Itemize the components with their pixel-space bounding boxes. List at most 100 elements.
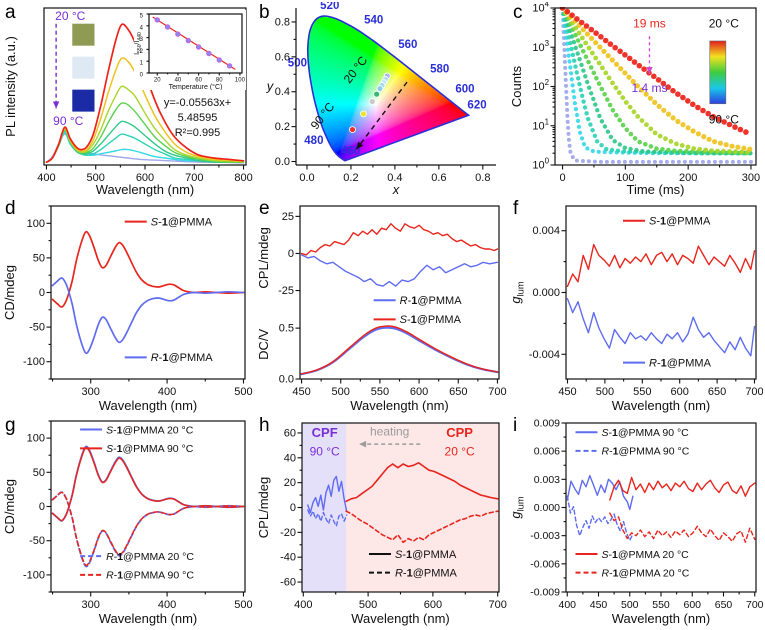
svg-text:20 °C: 20 °C (709, 17, 739, 31)
svg-text:100: 100 (27, 218, 45, 230)
svg-text:300: 300 (82, 386, 100, 398)
axis-labels: Wavelength (nm) CPL/mdeg DC/V (256, 227, 449, 413)
panel-letter-f: f (513, 198, 519, 219)
panel-letter-i: i (513, 415, 518, 436)
svg-text:2: 2 (140, 49, 144, 55)
svg-text:700: 700 (746, 599, 763, 611)
svg-text:CPF: CPF (312, 425, 338, 440)
svg-text:R-1@PMMA 20 °C: R-1@PMMA 20 °C (602, 567, 690, 579)
tick-labels: 400 500 600 700 -60 -40 -20 0 20 40 60 (280, 427, 507, 611)
series (307, 462, 499, 544)
svg-text:glum: glum (510, 281, 526, 304)
svg-text:glum: glum (510, 496, 526, 519)
svg-text:400: 400 (158, 386, 176, 398)
panel-letter-h: h (259, 415, 270, 436)
svg-text:5.48595: 5.48595 (178, 112, 218, 124)
tick-labels: 20 40 60 80 100 0 1 2 3 4 5 (140, 14, 246, 84)
svg-text:700: 700 (745, 386, 763, 398)
svg-text:DC/V: DC/V (256, 329, 271, 360)
annotations: 20 °C 90 °C y=-0.05563x+ 5.48595 R²=0.995 (52, 9, 231, 139)
svg-text:-60: -60 (280, 577, 296, 589)
svg-text:0.006: 0.006 (534, 446, 560, 458)
svg-text:1: 1 (140, 61, 144, 67)
wavelength-labels: 520 540 560 580 600 620 500 480 460 (288, 2, 487, 158)
svg-text:CPL/mdeg: CPL/mdeg (256, 227, 271, 288)
ticks (291, 21, 484, 170)
svg-text:Wavelength (nm): Wavelength (nm) (99, 398, 198, 413)
svg-text:Wavelength (nm): Wavelength (nm) (350, 398, 449, 413)
svg-text:0.2: 0.2 (343, 172, 358, 184)
svg-text:PL intensity (a.u.): PL intensity (a.u.) (3, 36, 18, 137)
svg-text:-20: -20 (280, 527, 296, 539)
svg-text:S-1@PMMA 90 °C: S-1@PMMA 90 °C (106, 443, 194, 455)
svg-text:400: 400 (37, 172, 55, 184)
legend: S-1@PMMA R-1@PMMA (124, 216, 213, 364)
svg-text:0.5: 0.5 (279, 323, 294, 335)
svg-text:90 °C: 90 °C (709, 112, 739, 126)
tick-labels: 0 100 200 300 100 101 102 103 104 (532, 2, 760, 184)
svg-text:-0.009: -0.009 (530, 587, 560, 599)
svg-text:y=-0.05563x+: y=-0.05563x+ (164, 97, 231, 109)
tick-labels: 400 500 600 700 800 (37, 172, 252, 184)
svg-text:25: 25 (282, 211, 294, 223)
chart-c: 0 100 200 300 100 101 102 103 104 Time (ms) Counts… (510, 2, 760, 197)
panel-letter-g: g (5, 415, 16, 436)
svg-text:0: 0 (559, 172, 565, 184)
svg-text:S-1@PMMA: S-1@PMMA (649, 216, 711, 228)
ticks (561, 422, 756, 597)
series (152, 16, 236, 70)
svg-text:R-1@PMMA: R-1@PMMA (395, 567, 458, 579)
svg-text:50: 50 (33, 252, 45, 264)
svg-text:CPP: CPP (446, 425, 473, 440)
chart-g: 300 400 500 -100 -50 0 50 100 Wavelength (nm) CD/… (2, 420, 253, 626)
svg-text:520: 520 (320, 2, 339, 12)
svg-text:R-1@PMMA: R-1@PMMA (400, 295, 463, 307)
svg-text:-25: -25 (278, 285, 294, 297)
svg-text:101: 101 (532, 117, 549, 132)
svg-text:0.0: 0.0 (279, 374, 294, 386)
svg-text:540: 540 (364, 15, 383, 27)
svg-text:S-1@PMMA 20 °C: S-1@PMMA 20 °C (106, 424, 194, 436)
svg-text:0.4: 0.4 (275, 86, 290, 98)
svg-text:R²=0.995: R²=0.995 (175, 127, 221, 139)
series (300, 223, 499, 376)
svg-text:x: x (392, 182, 400, 197)
series (566, 243, 756, 357)
svg-text:0.2: 0.2 (275, 121, 290, 133)
legend: S-1@PMMA R-1@PMMA (623, 216, 712, 369)
legend: S-1@PMMA 90 °C R-1@PMMA 90 °C S-1@PMMA 20 … (575, 427, 690, 579)
svg-text:104: 104 (532, 2, 549, 15)
svg-text:-40: -40 (280, 552, 296, 564)
svg-text:40: 40 (175, 78, 182, 84)
svg-text:620: 620 (467, 99, 486, 111)
svg-text:550: 550 (633, 386, 651, 398)
panel-letter-e: e (259, 198, 270, 219)
cie-data-points (349, 72, 391, 133)
svg-text:R-1@PMMA 90 °C: R-1@PMMA 90 °C (106, 570, 194, 582)
svg-text:0.003: 0.003 (534, 474, 560, 486)
chart-d: 300 400 500 -100 -50 0 50 100 Wavelength (nm) CD/… (2, 205, 253, 413)
panel-letter-c: c (513, 2, 523, 23)
svg-text:600: 600 (671, 386, 689, 398)
svg-text:R-1@PMMA 90 °C: R-1@PMMA 90 °C (602, 446, 690, 458)
axis-labels: Wavelength (nm) CD/mdeg (2, 479, 197, 626)
svg-text:400: 400 (158, 599, 176, 611)
panel-g: g 300 400 500 -100 -50 0 50 100 Wavelength (nm) CD… (2, 415, 254, 628)
svg-text:Wavelength (nm): Wavelength (nm) (612, 398, 711, 413)
svg-text:600: 600 (683, 599, 701, 611)
svg-text:4: 4 (140, 25, 144, 31)
svg-text:heating: heating (370, 424, 409, 438)
svg-text:500: 500 (621, 599, 639, 611)
series (51, 230, 245, 355)
chart-f: 450 500 550 600 650 7000.0040.000-0.004Wavele… (510, 205, 763, 413)
panel-a: a 400 500 600 700 800 Wavelength (nm) PL intens… (2, 2, 254, 198)
panel-i: i 400 450 500 550 600 650 700 0.009 0.006 0.003 0.0… (510, 415, 763, 628)
ticks (295, 215, 498, 384)
svg-text:3: 3 (140, 37, 144, 43)
svg-text:-0.003: -0.003 (530, 530, 560, 542)
svg-text:600: 600 (136, 172, 154, 184)
svg-text:200: 200 (679, 172, 697, 184)
tick-labels: 300 400 500 -100 -50 0 50 100 (23, 218, 253, 398)
series (566, 474, 756, 543)
svg-text:19 ms: 19 ms (633, 17, 666, 31)
